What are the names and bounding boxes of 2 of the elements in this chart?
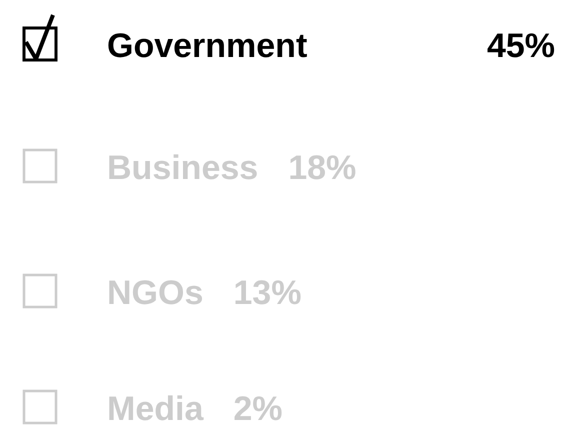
category-label: Government [107, 27, 308, 65]
data-label: 45% [486, 27, 555, 65]
